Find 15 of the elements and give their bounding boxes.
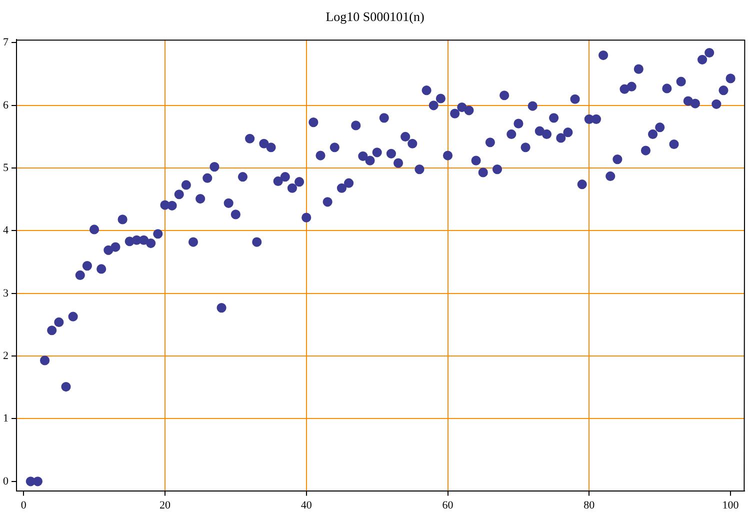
x-tick-label: 100	[722, 499, 740, 512]
y-tick-label: 5	[3, 162, 9, 174]
y-tick-label: 6	[3, 99, 9, 112]
y-tick-label: 2	[3, 350, 8, 362]
x-tick-label: 60	[442, 499, 454, 512]
y-tick-label: 1	[3, 412, 8, 425]
x-tick-label: 40	[300, 499, 312, 512]
y-tick-label: 7	[3, 36, 9, 49]
x-tick-label: 0	[20, 499, 27, 512]
chart-title: Log10 S000101(n)	[324, 8, 426, 26]
y-tick-label: 0	[3, 475, 9, 488]
x-tick-label: 80	[584, 499, 596, 512]
x-tick-label: 20	[159, 499, 171, 512]
y-tick-label: 3	[3, 287, 9, 300]
y-tick-label: 4	[3, 224, 9, 237]
